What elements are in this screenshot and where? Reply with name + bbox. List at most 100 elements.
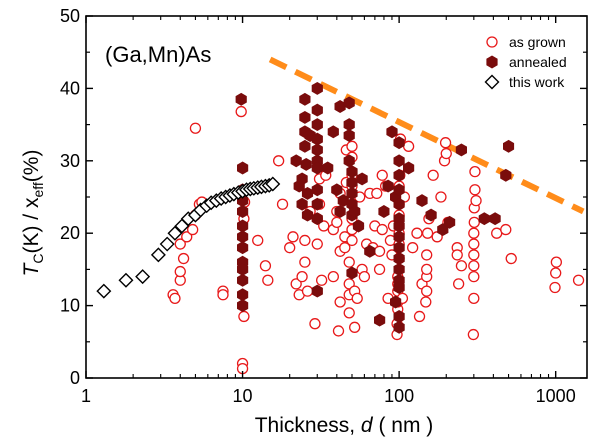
x-tick-label: 1 [81, 386, 91, 406]
legend-label-annealed: annealed [509, 54, 567, 70]
data-point-annealed [301, 186, 314, 200]
data-point-as-grown [505, 252, 517, 265]
data-point-annealed [393, 168, 405, 182]
data-point-as-grown [318, 220, 330, 232]
data-point-annealed [300, 157, 312, 171]
data-point-annealed [343, 118, 355, 132]
data-point-annealed [311, 212, 323, 226]
data-point-this-work [167, 225, 183, 241]
data-point-annealed [311, 183, 323, 197]
data-point-as-grown [235, 105, 247, 118]
data-point-annealed [364, 244, 376, 258]
data-point-annealed [236, 288, 249, 302]
data-point-annealed [311, 143, 323, 157]
x-axis-label-unit: ( nm ) [373, 414, 434, 437]
data-point-as-grown [455, 260, 468, 272]
data-point-as-grown [311, 238, 323, 250]
data-point-annealed [393, 310, 405, 323]
chart-annotation: (Ga,Mn)As [105, 42, 211, 67]
data-point-as-grown [468, 238, 480, 250]
legend-marker-as-grown [486, 36, 498, 48]
data-point-as-grown [467, 328, 480, 341]
data-point-annealed [455, 143, 468, 157]
data-point-as-grown [468, 270, 480, 283]
data-point-as-grown [339, 242, 351, 254]
data-point-as-grown [315, 274, 328, 286]
data-point-as-grown [421, 285, 433, 297]
data-point-annealed [382, 179, 394, 193]
data-point-as-grown [189, 122, 202, 134]
data-point-as-grown [376, 169, 388, 181]
data-point-annealed [389, 295, 402, 309]
data-point-as-grown [435, 191, 447, 203]
data-point-annealed [311, 81, 323, 95]
data-point-annealed [502, 139, 515, 153]
data-point-as-grown [440, 147, 452, 160]
data-point-annealed [290, 154, 302, 168]
data-point-annealed [343, 154, 355, 168]
data-point-as-grown [500, 223, 512, 236]
data-point-as-grown [550, 267, 562, 279]
data-point-as-grown [402, 140, 415, 152]
data-point-as-grown [431, 231, 443, 243]
data-point-as-grown [351, 292, 363, 305]
y-axis-label-end: (%) [20, 150, 43, 183]
y-axis-label-sub-c: C [30, 254, 46, 264]
data-point-this-work [96, 283, 112, 299]
data-point-annealed [236, 230, 249, 244]
data-point-as-grown [284, 242, 296, 254]
data-point-as-grown [468, 292, 480, 305]
y-axis-label: TC(K) / xeff(%) [20, 150, 46, 277]
data-point-annealed [386, 125, 398, 139]
x-axis-label: Thickness, d ( nm ) [255, 414, 434, 437]
data-point-as-grown [177, 252, 190, 265]
data-point-as-grown [346, 140, 358, 152]
data-point-this-work [118, 272, 134, 288]
data-point-as-grown [470, 194, 482, 207]
y-tick-label: 30 [60, 151, 80, 171]
data-point-annealed [343, 96, 355, 110]
data-point-as-grown [331, 216, 343, 228]
data-point-as-grown [174, 238, 186, 250]
y-tick-label: 20 [60, 223, 80, 243]
data-point-annealed [311, 132, 323, 146]
x-tick-label: 100 [384, 386, 414, 406]
data-point-as-grown [299, 256, 311, 268]
data-point-annealed [334, 205, 346, 218]
data-point-as-grown [327, 270, 339, 283]
data-point-annealed [301, 208, 314, 222]
data-point-annealed [296, 172, 308, 186]
data-points-layer [96, 81, 585, 375]
y-tick-label: 50 [60, 6, 80, 26]
data-point-as-grown [296, 270, 308, 283]
data-point-annealed [393, 136, 405, 150]
y-axis-label-sub-eff: eff [30, 182, 46, 197]
data-point-annealed [236, 273, 249, 287]
data-point-as-grown [238, 310, 250, 323]
data-point-as-grown [373, 263, 386, 276]
data-point-annealed [296, 197, 308, 211]
data-point-as-grown [550, 256, 563, 268]
data-point-annealed [373, 313, 386, 327]
data-point-as-grown [309, 318, 321, 330]
legend-marker-annealed [486, 55, 498, 69]
data-point-as-grown [187, 223, 199, 236]
axes-layer: 0 10 20 30 40 50 1 10 100 1000 [60, 6, 588, 406]
data-point-as-grown [334, 296, 346, 308]
data-point-as-grown [287, 231, 299, 243]
data-point-as-grown [343, 256, 355, 268]
x-axis-label-var: d [361, 414, 374, 437]
data-point-annealed [346, 165, 358, 179]
data-point-annealed [235, 92, 247, 106]
data-point-this-work [150, 247, 166, 263]
y-tick-label: 10 [60, 296, 80, 316]
data-point-as-grown [421, 227, 434, 239]
data-point-as-grown [413, 310, 426, 323]
data-point-annealed [236, 161, 249, 175]
data-point-as-grown [332, 325, 345, 337]
data-point-as-grown [272, 155, 285, 167]
data-point-as-grown [181, 231, 193, 243]
data-point-as-grown [299, 234, 311, 247]
data-point-annealed [299, 110, 311, 124]
